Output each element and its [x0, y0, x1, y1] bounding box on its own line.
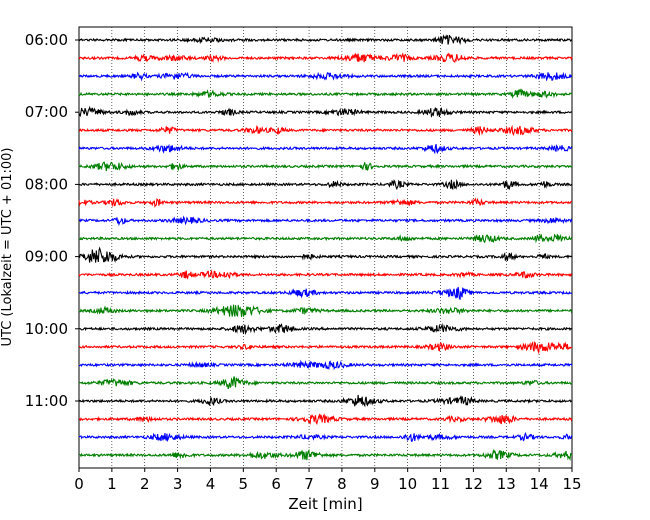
seismogram-trace [78, 413, 573, 426]
y-tick-label: 11:00 [25, 392, 68, 410]
x-tick-label: 7 [304, 475, 314, 493]
x-tick-label: 0 [74, 475, 84, 493]
x-tick-label: 13 [497, 475, 516, 493]
seismogram-trace [78, 304, 573, 318]
seismogram-trace [78, 105, 573, 118]
x-tick-label: 12 [464, 475, 483, 493]
x-tick-label: 8 [337, 475, 347, 493]
x-tick-label: 11 [431, 475, 450, 493]
seismogram-trace [78, 269, 573, 280]
seismogram-trace [78, 178, 573, 191]
x-tick-label: 3 [173, 475, 183, 493]
x-tick-label: 2 [140, 475, 150, 493]
seismogram-trace [78, 322, 573, 336]
seismogram-trace [78, 143, 573, 155]
seismogram-trace [78, 161, 573, 172]
seismogram-trace [78, 197, 573, 208]
y-tick-label: 06:00 [25, 31, 68, 49]
seismogram-trace [78, 359, 573, 371]
y-axis: 06:00 07:00 08:00 09:00 10:00 11:00 [25, 31, 79, 410]
x-axis: 0 1 2 3 4 5 6 7 8 9 10 11 12 13 14 15 [74, 468, 582, 493]
plot-area [78, 26, 573, 469]
seismogram-trace [78, 246, 573, 264]
seismogram-trace [78, 341, 572, 355]
plot-frame [78, 26, 573, 469]
seismogram-trace [78, 34, 573, 46]
seismogram-trace [78, 88, 573, 99]
x-tick-label: 5 [239, 475, 249, 493]
seismogram-trace [78, 215, 573, 227]
seismogram-trace [78, 124, 573, 137]
y-tick-label: 07:00 [25, 103, 68, 121]
x-tick-label: 10 [398, 475, 417, 493]
seismogram-trace [78, 52, 573, 64]
x-tick-label: 14 [530, 475, 549, 493]
seismogram-trace [78, 233, 573, 244]
seismogram-trace [78, 431, 573, 443]
y-tick-label: 09:00 [25, 248, 68, 266]
x-tick-label: 4 [206, 475, 216, 493]
seismogram-trace [78, 286, 573, 301]
y-axis-label: UTC (Lokalzeit = UTC + 01:00) [0, 148, 15, 347]
seismogram-trace [78, 394, 573, 408]
y-tick-label: 10:00 [25, 320, 68, 338]
seismogram-trace [78, 448, 573, 462]
seismogram-traces [78, 34, 573, 462]
x-tick-label: 15 [562, 475, 581, 493]
x-axis-label: Zeit [min] [288, 495, 362, 513]
x-tick-label: 1 [107, 475, 117, 493]
y-tick-label: 08:00 [25, 175, 68, 193]
x-tick-label: 6 [271, 475, 281, 493]
seismogram-trace [78, 376, 573, 390]
x-tick-label: 9 [370, 475, 380, 493]
seismogram-trace [78, 71, 573, 82]
